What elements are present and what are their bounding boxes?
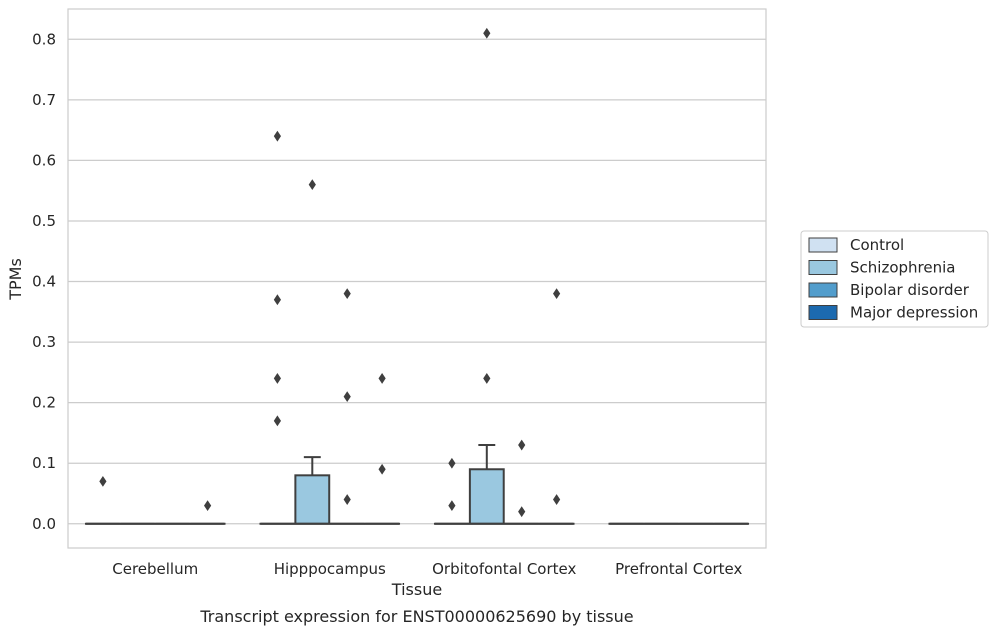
legend-swatch bbox=[808, 305, 838, 320]
box-schizophrenia bbox=[468, 444, 505, 525]
x-tick-labels: Cerebellum Hipppocampus Orbitofontal Corte… bbox=[112, 560, 742, 578]
outlier-point bbox=[308, 179, 316, 191]
x-tick-label: Hipppocampus bbox=[274, 560, 386, 578]
y-axis-label: TPMs bbox=[6, 258, 25, 301]
y-tick-label: 0.5 bbox=[32, 212, 56, 230]
y-tick-labels: 0.0 0.1 0.2 0.3 0.4 0.5 0.6 0.7 0.8 bbox=[32, 30, 56, 532]
x-tick-label: Prefrontal Cortex bbox=[615, 560, 742, 578]
legend-label: Schizophrenia bbox=[850, 259, 955, 277]
y-tick-label: 0.6 bbox=[32, 151, 56, 169]
plot-area-frame bbox=[67, 8, 767, 549]
y-tick-label: 0.2 bbox=[32, 394, 56, 412]
chart-caption: Transcript expression for ENST0000062569… bbox=[199, 607, 633, 626]
outlier-point bbox=[378, 463, 386, 475]
y-tick-label: 0.0 bbox=[32, 515, 56, 533]
y-tick-label: 0.1 bbox=[32, 454, 56, 472]
y-tick-label: 0.3 bbox=[32, 333, 56, 351]
box-rect bbox=[294, 474, 331, 525]
outlier-point bbox=[343, 288, 351, 300]
outlier-point bbox=[273, 415, 281, 427]
legend-label: Control bbox=[850, 236, 904, 254]
outlier-point bbox=[343, 494, 351, 505]
outlier-points bbox=[99, 27, 561, 518]
legend-label: Bipolar disorder bbox=[850, 281, 970, 299]
outlier-point bbox=[204, 500, 212, 512]
outlier-point bbox=[518, 506, 526, 518]
legend: Control Schizophrenia Bipolar disorder Majo… bbox=[800, 230, 989, 328]
legend-frame bbox=[800, 230, 989, 328]
outlier-point bbox=[448, 500, 456, 512]
x-tick-label: Cerebellum bbox=[112, 560, 198, 578]
x-axis-label: Tissue bbox=[391, 580, 442, 599]
outlier-point bbox=[483, 373, 491, 384]
outlier-point bbox=[273, 373, 281, 384]
outlier-point bbox=[518, 439, 526, 451]
outlier-point bbox=[448, 457, 456, 469]
legend-swatch bbox=[808, 260, 838, 275]
grid-lines bbox=[68, 38, 766, 525]
outlier-point bbox=[553, 288, 561, 300]
x-tick-label: Orbitofontal Cortex bbox=[432, 560, 576, 578]
outlier-point bbox=[378, 373, 386, 384]
outlier-point bbox=[343, 391, 351, 402]
outlier-point bbox=[483, 27, 491, 39]
legend-swatch bbox=[808, 282, 838, 298]
legend-swatch bbox=[808, 237, 838, 253]
y-tick-label: 0.4 bbox=[32, 273, 56, 291]
outlier-point bbox=[273, 294, 281, 306]
y-tick-label: 0.7 bbox=[32, 91, 56, 109]
outlier-point bbox=[273, 130, 281, 142]
box-schizophrenia bbox=[294, 456, 331, 525]
box-rect bbox=[468, 468, 505, 525]
legend-label: Major depression bbox=[850, 304, 978, 322]
y-tick-label: 0.8 bbox=[32, 30, 56, 48]
outlier-point bbox=[553, 494, 561, 505]
box-series bbox=[84, 444, 750, 525]
outlier-point bbox=[99, 475, 107, 487]
